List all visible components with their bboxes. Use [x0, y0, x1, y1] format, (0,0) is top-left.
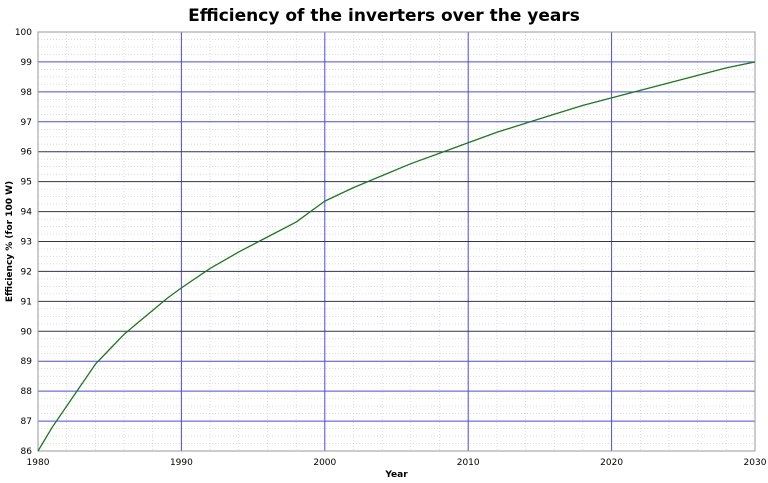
y-tick-label: 95 — [21, 178, 32, 188]
y-tick-label: 93 — [21, 238, 32, 248]
y-tick-label: 99 — [21, 58, 33, 68]
x-axis-label: Year — [384, 470, 408, 480]
y-tick-label: 96 — [21, 148, 33, 158]
y-tick-label: 100 — [15, 28, 32, 38]
y-tick-label: 94 — [21, 208, 33, 218]
minor-grid — [38, 32, 755, 451]
y-tick-label: 88 — [21, 387, 33, 397]
x-tick-label: 2010 — [457, 458, 480, 468]
y-tick-label: 91 — [21, 297, 32, 307]
y-tick-label: 90 — [21, 327, 33, 337]
y-tick-label: 97 — [21, 118, 32, 128]
major-grid — [37, 31, 756, 452]
x-tick-labels: 1980 1990 2000 2010 2020 2030 — [27, 458, 767, 468]
series-line — [37, 61, 756, 452]
plot-frame — [37, 31, 756, 452]
y-axis-label: Efficiency % (for 100 W) — [5, 181, 15, 302]
series-layer — [37, 61, 756, 452]
x-tick-label: 2020 — [600, 458, 623, 468]
x-tick-label: 1990 — [170, 458, 193, 468]
x-tick-label: 1980 — [27, 458, 50, 468]
y-tick-label: 86 — [21, 447, 33, 457]
y-tick-label: 87 — [21, 417, 32, 427]
x-tick-label: 2030 — [744, 458, 767, 468]
x-tick-label: 2000 — [313, 458, 336, 468]
y-tick-labels: 86 87 88 89 90 91 92 93 94 95 96 97 98 99 100 — [15, 28, 32, 457]
y-tick-label: 98 — [21, 88, 33, 98]
y-tick-label: 89 — [21, 357, 33, 367]
y-tick-label: 92 — [21, 267, 32, 277]
chart-title: Efficiency of the inverters over the yea… — [188, 6, 580, 26]
